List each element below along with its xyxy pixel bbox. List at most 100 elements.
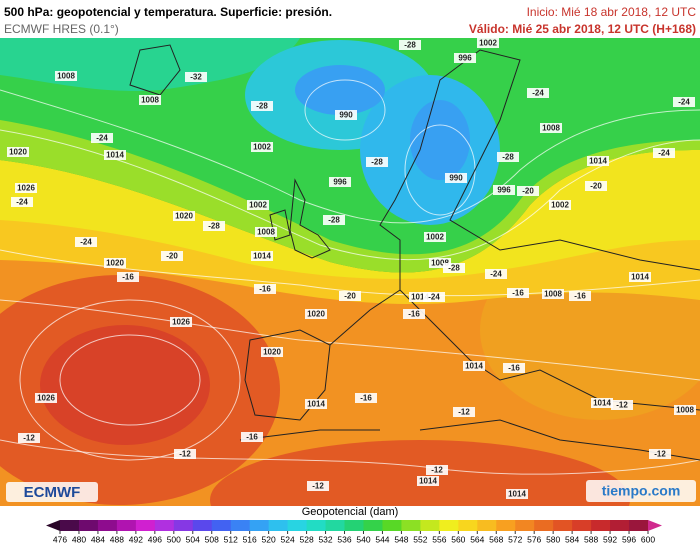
isobar-label: 1020 (175, 212, 193, 221)
temperature-label-box (423, 292, 445, 302)
temperature-label: -24 (658, 149, 670, 158)
colorbar-segment (610, 520, 630, 531)
temperature-label-box (323, 215, 345, 225)
temperature-label: -20 (590, 182, 602, 191)
isobar-label-box (251, 142, 273, 152)
colorbar-segment (458, 520, 478, 531)
temperature-label: -28 (371, 158, 383, 167)
isobar-label-box (335, 110, 357, 120)
temperature-label-box (507, 288, 529, 298)
isobar-label-box (587, 156, 609, 166)
temperature-label: -24 (428, 293, 440, 302)
temperature-label-box (569, 291, 591, 301)
colorbar-segment (515, 520, 535, 531)
isobar-label: 1002 (249, 201, 267, 210)
isobar-label-box (261, 347, 283, 357)
isobar-label-box (247, 200, 269, 210)
isobar-label: 1002 (426, 233, 444, 242)
isobar-label-box (255, 227, 277, 237)
colorbar-segment (135, 520, 156, 531)
temperature-label: -32 (190, 73, 202, 82)
temperature-label: -28 (502, 153, 514, 162)
colorbar-segment (382, 520, 402, 531)
isobar-label: 990 (339, 111, 353, 120)
isobar-label-box (104, 258, 126, 268)
colorbar-tick-label: 584 (565, 534, 579, 544)
isobar-label-box (170, 317, 192, 327)
temperature-label-box (503, 363, 525, 373)
colorbar-segment (534, 520, 554, 531)
temperature-label: -24 (80, 238, 92, 247)
isobar-label: 1014 (589, 157, 607, 166)
temperature-label-box (251, 101, 273, 111)
temperature-label-box (185, 72, 207, 82)
isobar-label-box (454, 53, 476, 63)
isobar-label-box (305, 399, 327, 409)
colorbar-tick-label: 544 (375, 534, 389, 544)
isobar-label: 1008 (542, 124, 560, 133)
colorbar-tick-label: 484 (91, 534, 105, 544)
isobar-label-box (409, 292, 431, 302)
colorbar-tick-label: 576 (527, 534, 541, 544)
colorbar-tick-label: 572 (508, 534, 522, 544)
isobar-label-box (629, 272, 651, 282)
colorbar-tick-label: 564 (470, 534, 484, 544)
colorbar-tick-label: 588 (584, 534, 598, 544)
isobar-label-box (15, 183, 37, 193)
temperature-label: -24 (678, 98, 690, 107)
isobar-label: 1014 (593, 399, 611, 408)
temperature-label: -20 (344, 292, 356, 301)
colorbar-tick-label: 516 (243, 534, 257, 544)
colorbar-segment (192, 520, 213, 531)
temperature-label: -16 (408, 310, 420, 319)
temperature-label-box (443, 263, 465, 273)
colorbar-tick-label: 532 (318, 534, 332, 544)
isobar-label: 1020 (307, 310, 325, 319)
isobar-label: 1014 (253, 252, 271, 261)
isobar-label-box (104, 150, 126, 160)
colorbar-under (46, 520, 60, 531)
header-band (0, 0, 700, 38)
isobar-label: 1014 (465, 362, 483, 371)
isobar-label-box (173, 211, 195, 221)
isobar-label-box (329, 177, 351, 187)
colorbar-segment (496, 520, 516, 531)
temperature-label-box (75, 237, 97, 247)
colorbar-segment (268, 520, 289, 531)
isobar-label: 1008 (141, 96, 159, 105)
isobar-label: 1008 (57, 72, 75, 81)
temperature-label-box (673, 97, 695, 107)
colorbar-segment (154, 520, 175, 531)
temperature-label-box (117, 272, 139, 282)
isobar-label: 1026 (172, 318, 190, 327)
temperature-label: -16 (512, 289, 524, 298)
colorbar-segment (60, 520, 80, 531)
colorbar-segment (477, 520, 497, 531)
temperature-label-box (649, 449, 671, 459)
isobar-label: 1020 (106, 259, 124, 268)
isobar-label-box (305, 309, 327, 319)
ecmwf-logo-box (6, 482, 98, 502)
temperature-label-box (254, 284, 276, 294)
temperature-label: -28 (328, 216, 340, 225)
colorbar-tick-label: 568 (489, 534, 503, 544)
temperature-label-box (485, 269, 507, 279)
temperature-label-box (11, 197, 33, 207)
colorbar-segment (306, 520, 327, 531)
temperature-label: -24 (96, 134, 108, 143)
map-labels: 1008 1008 990 996 1002 1014 1020 1026 996 1002 102… (7, 38, 696, 499)
colorbar-title: Geopotencial (dam) (302, 506, 399, 518)
temperature-label: -16 (574, 292, 586, 301)
colorbar-over (648, 520, 662, 531)
isobar-label: 996 (458, 54, 472, 63)
temperature-label: -28 (448, 264, 460, 273)
init-time: Inicio: Mié 18 abr 2018, 12 UTC (527, 5, 697, 19)
colorbar-segment (287, 520, 308, 531)
isobar-label-box (506, 489, 528, 499)
temperature-label: -12 (23, 434, 35, 443)
isobar-label-box (417, 476, 439, 486)
temperature-label: -24 (16, 198, 28, 207)
colorbar-tick-label: 536 (337, 534, 351, 544)
colorbar-tick-label: 500 (167, 534, 181, 544)
colorbar-segment (401, 520, 421, 531)
